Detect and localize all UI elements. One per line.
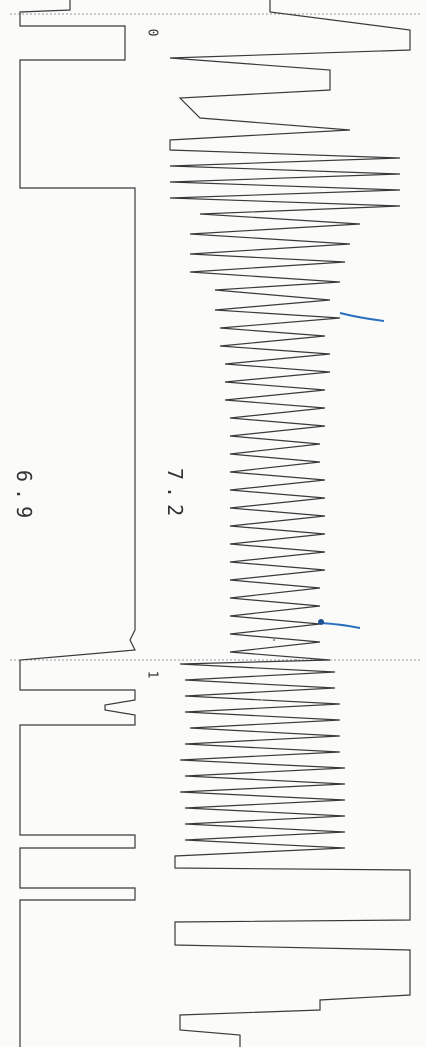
trace-line-bottom <box>169 0 411 1047</box>
annotation-dot <box>318 619 324 625</box>
scan-speck <box>273 639 275 641</box>
trace-label-top: 6.9 <box>12 470 36 525</box>
scan-speck <box>261 699 263 701</box>
trace-line-top <box>19 0 136 1047</box>
trace-label-bottom: 7.2 <box>163 468 187 523</box>
annotation-mark-upper <box>339 312 385 322</box>
marker-label-start: 0 <box>144 28 160 37</box>
scan-speck <box>295 659 297 661</box>
marker-label-mid: 1 <box>144 670 160 679</box>
annotation-mark-lower <box>319 622 361 629</box>
